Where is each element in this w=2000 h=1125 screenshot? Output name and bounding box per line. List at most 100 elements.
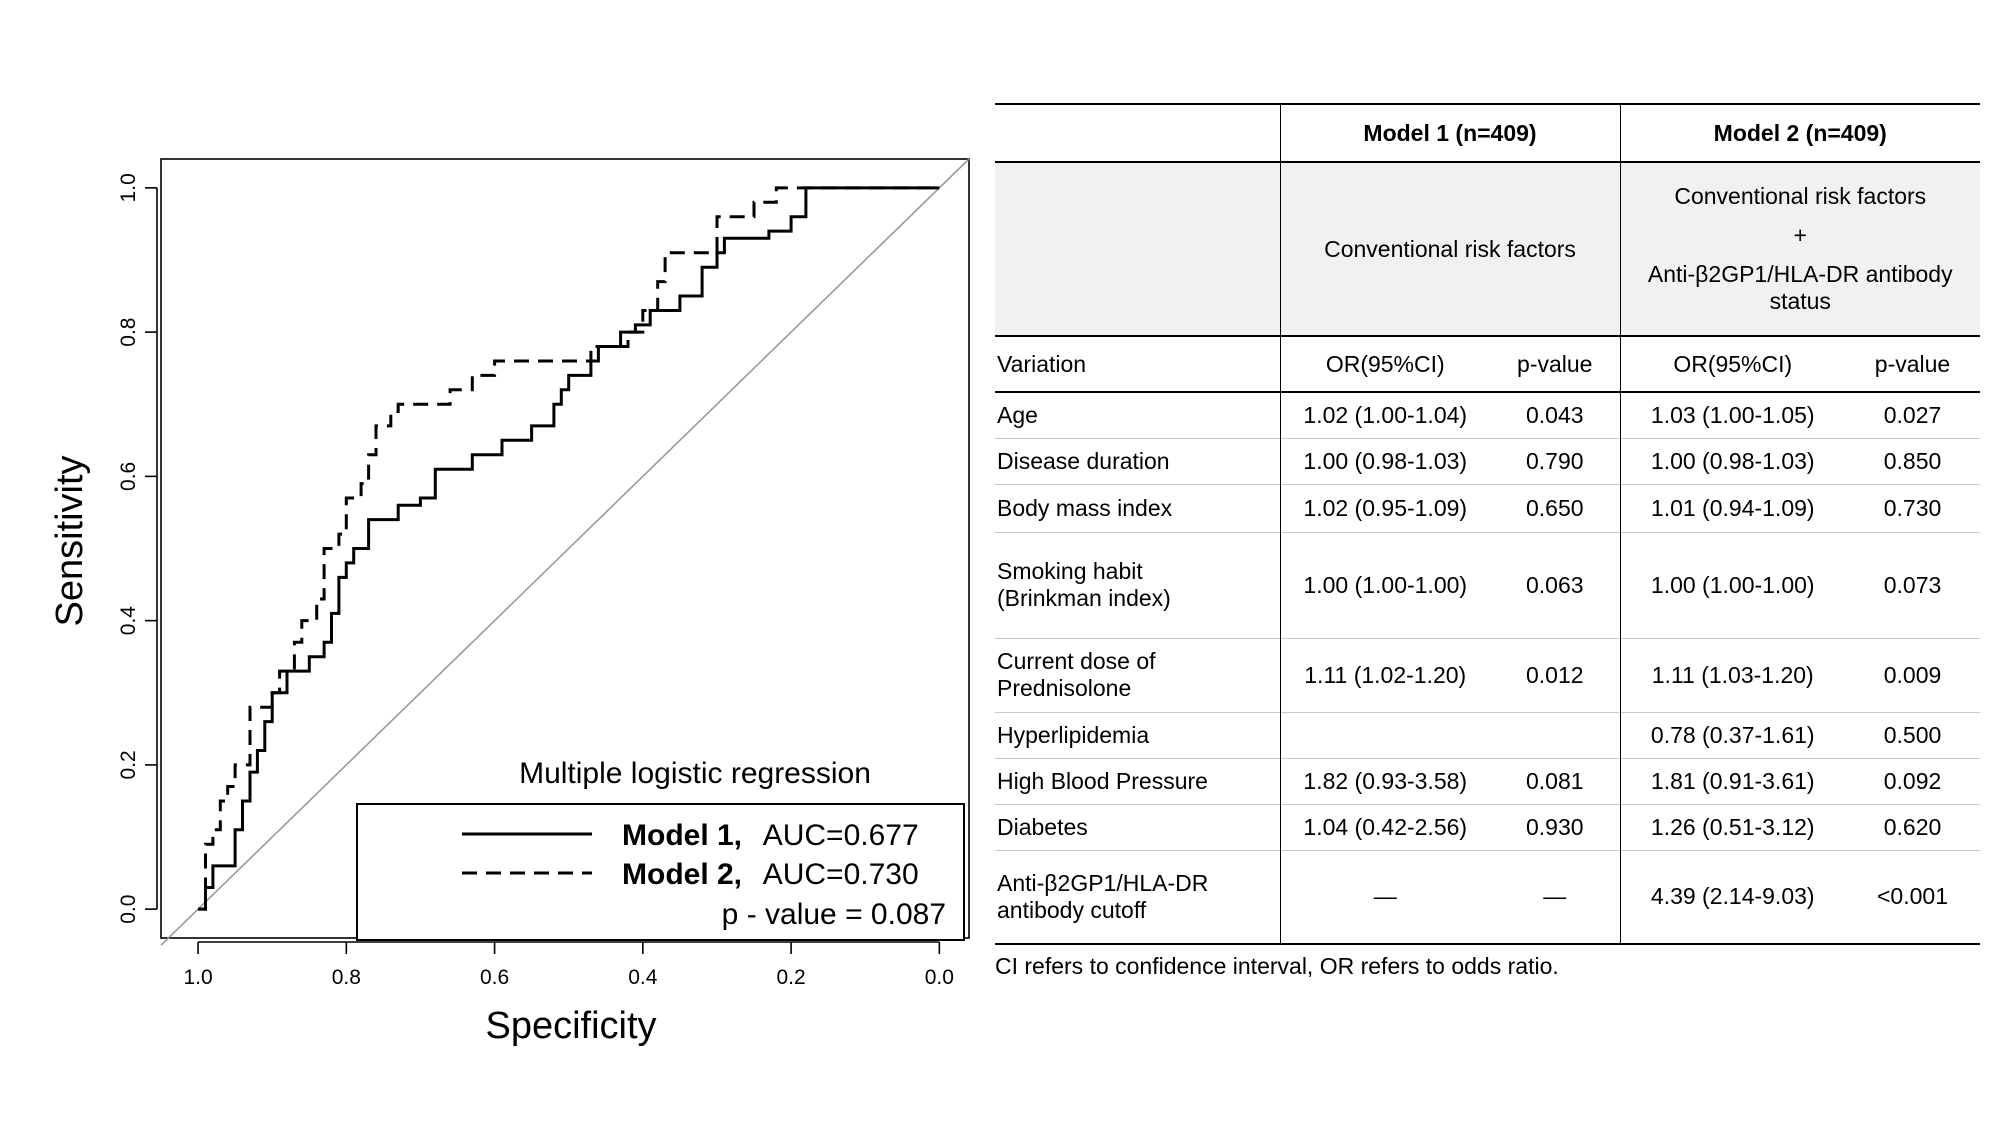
- y-tick-label: 0.6: [117, 462, 140, 491]
- row-m1-p: 0.081: [1525, 767, 1584, 794]
- regression-table: Model 1 (n=409) Model 2 (n=409) Conventi…: [995, 103, 1980, 945]
- y-tick-label: 0.0: [117, 895, 140, 924]
- table-row: High Blood Pressure 1.82 (0.93-3.58) 0.0…: [995, 758, 1980, 804]
- regression-table-panel: Model 1 (n=409) Model 2 (n=409) Conventi…: [995, 103, 1980, 945]
- x-tick-label: 0.6: [480, 966, 509, 989]
- row-variable-line1: Anti-β2GP1/HLA-DR: [997, 869, 1209, 896]
- table-model-header-row: Model 1 (n=409) Model 2 (n=409): [995, 104, 1980, 162]
- y-tick-label: 0.4: [117, 606, 140, 636]
- row-m2-or: 1.00 (0.98-1.03): [1619, 438, 1845, 484]
- row-m1-p: 0.790: [1525, 447, 1584, 474]
- description-blank-cell: [995, 162, 1280, 336]
- x-tick-label: 0.0: [925, 966, 954, 989]
- row-m1-or: 1.02 (0.95-1.09): [1279, 484, 1490, 532]
- row-variable-line2: antibody cutoff: [997, 896, 1147, 923]
- row-m1-or: —: [1279, 850, 1490, 944]
- x-tick-label: 0.2: [776, 966, 805, 989]
- column-header-m2-or: OR(95%CI): [1619, 336, 1845, 392]
- x-tick-label: 0.8: [332, 966, 361, 989]
- table-row: Disease duration 1.00 (0.98-1.03) 0.790 …: [995, 438, 1980, 484]
- row-m1-or: 1.82 (0.93-3.58): [1279, 758, 1490, 804]
- row-variable-line1: Current dose of: [997, 648, 1156, 674]
- svg-text:Model 2, AUC=0.730: Model 2, AUC=0.730: [622, 858, 919, 891]
- header-model-1: Model 1 (n=409): [1279, 104, 1620, 162]
- row-variable: Anti-β2GP1/HLA-DR antibody cutoff: [995, 850, 1280, 944]
- header-blank-cell: [995, 104, 1280, 162]
- row-m2-p: 0.730: [1883, 494, 1942, 521]
- row-m1-or: 1.00 (1.00-1.00): [1279, 532, 1490, 638]
- y-tick-label: 1.0: [117, 173, 140, 202]
- table-row: Smoking habit (Brinkman index) 1.00 (1.0…: [995, 532, 1980, 638]
- row-variable: Hyperlipidemia: [997, 721, 1150, 748]
- row-m1-p: 0.043: [1525, 401, 1584, 428]
- row-m2-p: 0.073: [1883, 571, 1942, 598]
- reference-diagonal: [160, 158, 970, 946]
- table-row: Body mass index 1.02 (0.95-1.09) 0.650 1…: [995, 484, 1980, 532]
- row-m1-p: 0.012: [1525, 661, 1584, 688]
- y-axis-label: Sensitivity: [49, 455, 91, 626]
- table-row: Diabetes 1.04 (0.42-2.56) 0.930 1.26 (0.…: [995, 804, 1980, 850]
- row-m2-p: <0.001: [1877, 883, 1948, 910]
- legend-pvalue: p - value = 0.087: [722, 898, 946, 931]
- row-m2-or: 1.00 (1.00-1.00): [1619, 532, 1845, 638]
- row-m2-p: 0.500: [1883, 721, 1942, 748]
- row-m2-or: 1.26 (0.51-3.12): [1619, 804, 1845, 850]
- row-m1-p: [1490, 712, 1620, 758]
- x-axis: 1.0 0.8 0.6 0.4 0.2 0.0: [183, 941, 954, 989]
- row-variable-line2: Prednisolone: [997, 675, 1132, 701]
- row-m1-p: 0.063: [1525, 571, 1584, 598]
- description-model-2-line1: Conventional risk factors: [1674, 183, 1927, 209]
- description-model-2-cell: Conventional risk factors + Anti-β2GP1/H…: [1619, 162, 1980, 336]
- y-tick-label: 0.8: [117, 318, 140, 347]
- legend-auc-model-2: AUC=0.730: [763, 858, 919, 891]
- x-tick-label: 0.4: [628, 966, 658, 989]
- row-variable: Current dose of Prednisolone: [995, 638, 1280, 712]
- row-m1-or: 1.00 (0.98-1.03): [1279, 438, 1490, 484]
- description-model-1: Conventional risk factors: [1279, 162, 1620, 336]
- header-model-2: Model 2 (n=409): [1619, 104, 1980, 162]
- legend-label-model-1: Model 1,: [622, 819, 742, 852]
- roc-chart: 1.0 0.8 0.6 0.4 0.2 0.0 0.0 0.2 0.4 0.6 0.8 1.0 Sp…: [49, 158, 970, 1047]
- row-m2-p: 0.620: [1883, 813, 1942, 840]
- row-variable: Age: [997, 401, 1038, 428]
- series-line-model-2: [198, 186, 940, 911]
- x-axis-label: Specificity: [485, 1005, 656, 1047]
- table-description-row: Conventional risk factors Conventional r…: [995, 162, 1980, 336]
- row-m2-or: 1.01 (0.94-1.09): [1619, 484, 1845, 532]
- description-model-2-plus: +: [1793, 222, 1807, 248]
- column-header-m2-p: p-value: [1874, 350, 1951, 377]
- table-row: Current dose of Prednisolone 1.11 (1.02-…: [995, 638, 1980, 712]
- row-m2-or: 1.81 (0.91-3.61): [1619, 758, 1845, 804]
- row-variable-line2: (Brinkman index): [997, 585, 1171, 611]
- table-row: Anti-β2GP1/HLA-DR antibody cutoff — — 4.…: [995, 850, 1980, 944]
- legend-box: [356, 803, 965, 941]
- row-m2-p: 0.027: [1883, 401, 1942, 428]
- row-m2-p: 0.092: [1883, 767, 1942, 794]
- svg-text:Model 1, AUC=0.677: Model 1, AUC=0.677: [622, 819, 919, 852]
- row-variable: Disease duration: [997, 447, 1170, 474]
- row-m1-p: 0.930: [1525, 813, 1584, 840]
- row-variable: Diabetes: [997, 813, 1088, 840]
- row-m1-or: 1.11 (1.02-1.20): [1279, 638, 1490, 712]
- table-footnote: CI refers to confidence interval, OR ref…: [995, 953, 1559, 979]
- x-tick-label: 1.0: [183, 966, 212, 989]
- description-model-2-line2: Anti-β2GP1/HLA-DR antibody status: [1647, 261, 1953, 314]
- row-m2-p: 0.850: [1883, 447, 1942, 474]
- row-variable: Smoking habit (Brinkman index): [995, 532, 1280, 638]
- row-m1-or: 1.04 (0.42-2.56): [1279, 804, 1490, 850]
- y-axis: 0.0 0.2 0.4 0.6 0.8 1.0: [117, 173, 158, 924]
- legend-auc-model-1: AUC=0.677: [763, 819, 919, 852]
- row-variable-line1: Smoking habit: [997, 558, 1143, 584]
- row-variable: High Blood Pressure: [997, 767, 1208, 794]
- legend-label-model-2: Model 2,: [622, 858, 742, 891]
- y-tick-label: 0.2: [117, 750, 140, 779]
- table-row: Age 1.02 (1.00-1.04) 0.043 1.03 (1.00-1.…: [995, 392, 1980, 438]
- row-m1-or: [1279, 712, 1490, 758]
- row-m2-or: 1.11 (1.03-1.20): [1619, 638, 1845, 712]
- series-line-model-1: [198, 186, 940, 911]
- row-m2-p: 0.009: [1883, 661, 1942, 688]
- column-header-m1-p: p-value: [1517, 350, 1593, 377]
- column-header-variation: Variation: [997, 350, 1087, 377]
- row-m1-p: —: [1543, 883, 1567, 910]
- row-m2-or: 0.78 (0.37-1.61): [1619, 712, 1845, 758]
